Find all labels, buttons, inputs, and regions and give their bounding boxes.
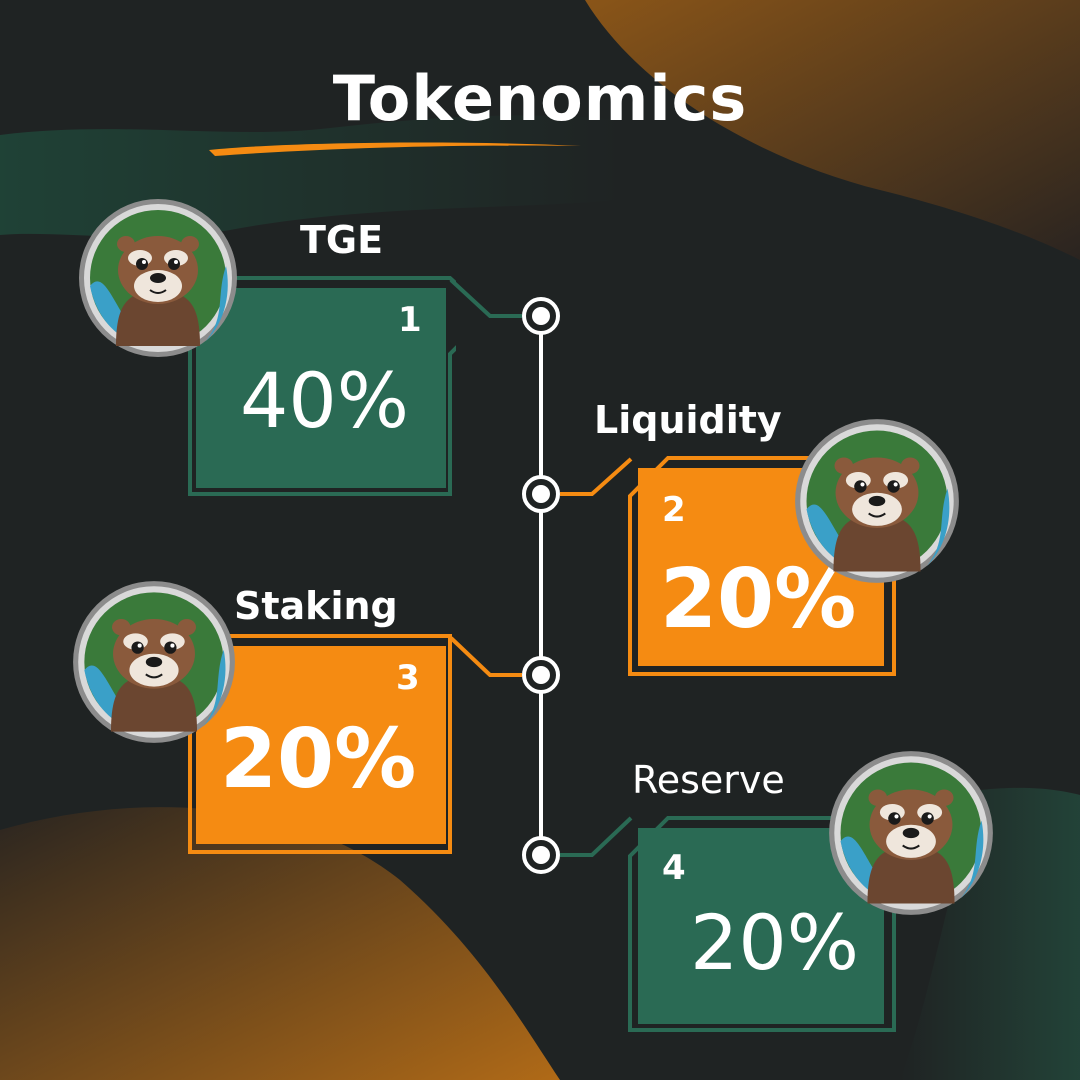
otter-mascot-icon bbox=[72, 580, 236, 744]
allocation-label-2: Liquidity bbox=[594, 398, 782, 442]
otter-mascot-icon bbox=[828, 750, 994, 916]
allocation-percent-3: 20% bbox=[220, 712, 417, 807]
allocation-number-4: 4 bbox=[662, 848, 686, 888]
timeline-node-2 bbox=[522, 475, 560, 513]
allocation-percent-1: 40% bbox=[240, 356, 409, 445]
timeline-node-3 bbox=[522, 656, 560, 694]
allocation-label-1: TGE bbox=[300, 218, 384, 262]
connector-1 bbox=[449, 278, 522, 318]
bg-orange-swoosh-top bbox=[585, 0, 1080, 260]
allocation-number-3: 3 bbox=[396, 658, 420, 698]
otter-mascot-icon bbox=[79, 199, 237, 357]
otter-mascot-icon bbox=[794, 418, 960, 584]
allocation-percent-4: 20% bbox=[690, 898, 859, 987]
allocation-card-1 bbox=[188, 276, 456, 496]
allocation-number-1: 1 bbox=[398, 300, 422, 340]
allocation-card-3 bbox=[188, 634, 452, 854]
connector-4 bbox=[560, 816, 633, 857]
allocation-percent-2: 20% bbox=[660, 552, 857, 647]
title-underline bbox=[209, 142, 581, 156]
bg-orange-swoosh-bottom bbox=[0, 807, 560, 1080]
timeline-node-4 bbox=[522, 836, 560, 874]
allocation-number-2: 2 bbox=[662, 490, 686, 530]
allocation-label-3: Staking bbox=[234, 584, 398, 628]
timeline-node-1 bbox=[522, 297, 560, 335]
connector-2 bbox=[560, 457, 633, 496]
page-title: Tokenomics bbox=[332, 62, 748, 135]
allocation-label-4: Reserve bbox=[632, 758, 785, 802]
connector-3 bbox=[449, 636, 522, 677]
bg-green-right bbox=[900, 787, 1080, 1080]
